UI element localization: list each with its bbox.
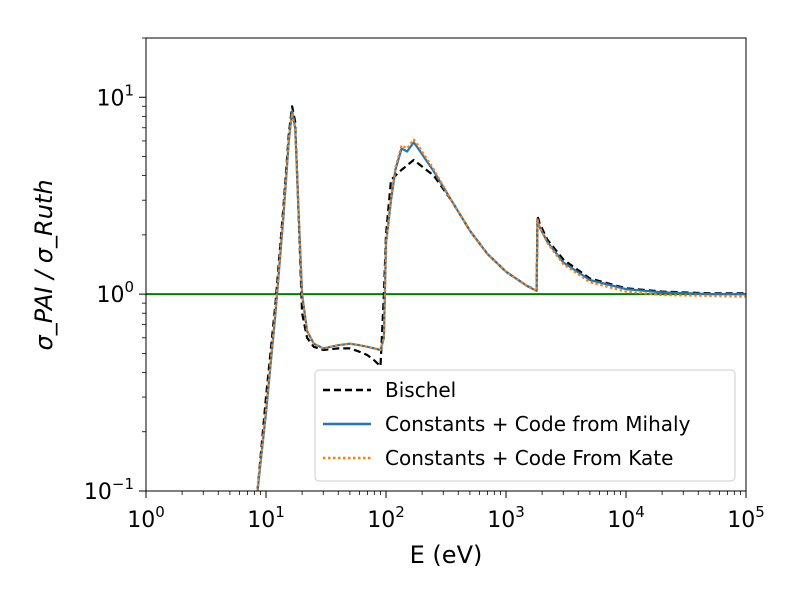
- x-tick-label: 104: [607, 503, 645, 533]
- x-tick-label: 101: [247, 503, 285, 533]
- series-layer: [256, 105, 746, 491]
- legend-label-1: Bischel: [385, 378, 456, 402]
- x-axis-label: E (eV): [410, 541, 483, 569]
- x-tick-label: 102: [367, 503, 405, 533]
- x-tick-label: 100: [127, 503, 165, 533]
- legend-label-3: Constants + Code From Kate: [385, 446, 673, 470]
- series-line-3: [256, 112, 746, 491]
- x-tick-label: 103: [487, 503, 525, 533]
- y-tick-label: 101: [96, 81, 134, 111]
- legend: Bischel Constants + Code from Mihaly Const…: [314, 369, 736, 482]
- legend-items: Bischel Constants + Code from Mihaly Const…: [323, 378, 691, 470]
- y-tick-label: 10−1: [84, 475, 134, 505]
- y-axis-label: σ_PAI / σ_Ruth: [30, 179, 58, 350]
- y-tick-label: 100: [96, 278, 134, 308]
- y-axis: 10−1 100 101: [84, 81, 146, 505]
- x-tick-label: 105: [727, 503, 765, 533]
- minor-tick-layer: [142, 37, 741, 495]
- plot-frame: [145, 37, 747, 492]
- legend-label-2: Constants + Code from Mihaly: [385, 412, 691, 436]
- x-axis: 100 101 102 103 104 105: [127, 491, 765, 533]
- legend-box: [314, 369, 736, 482]
